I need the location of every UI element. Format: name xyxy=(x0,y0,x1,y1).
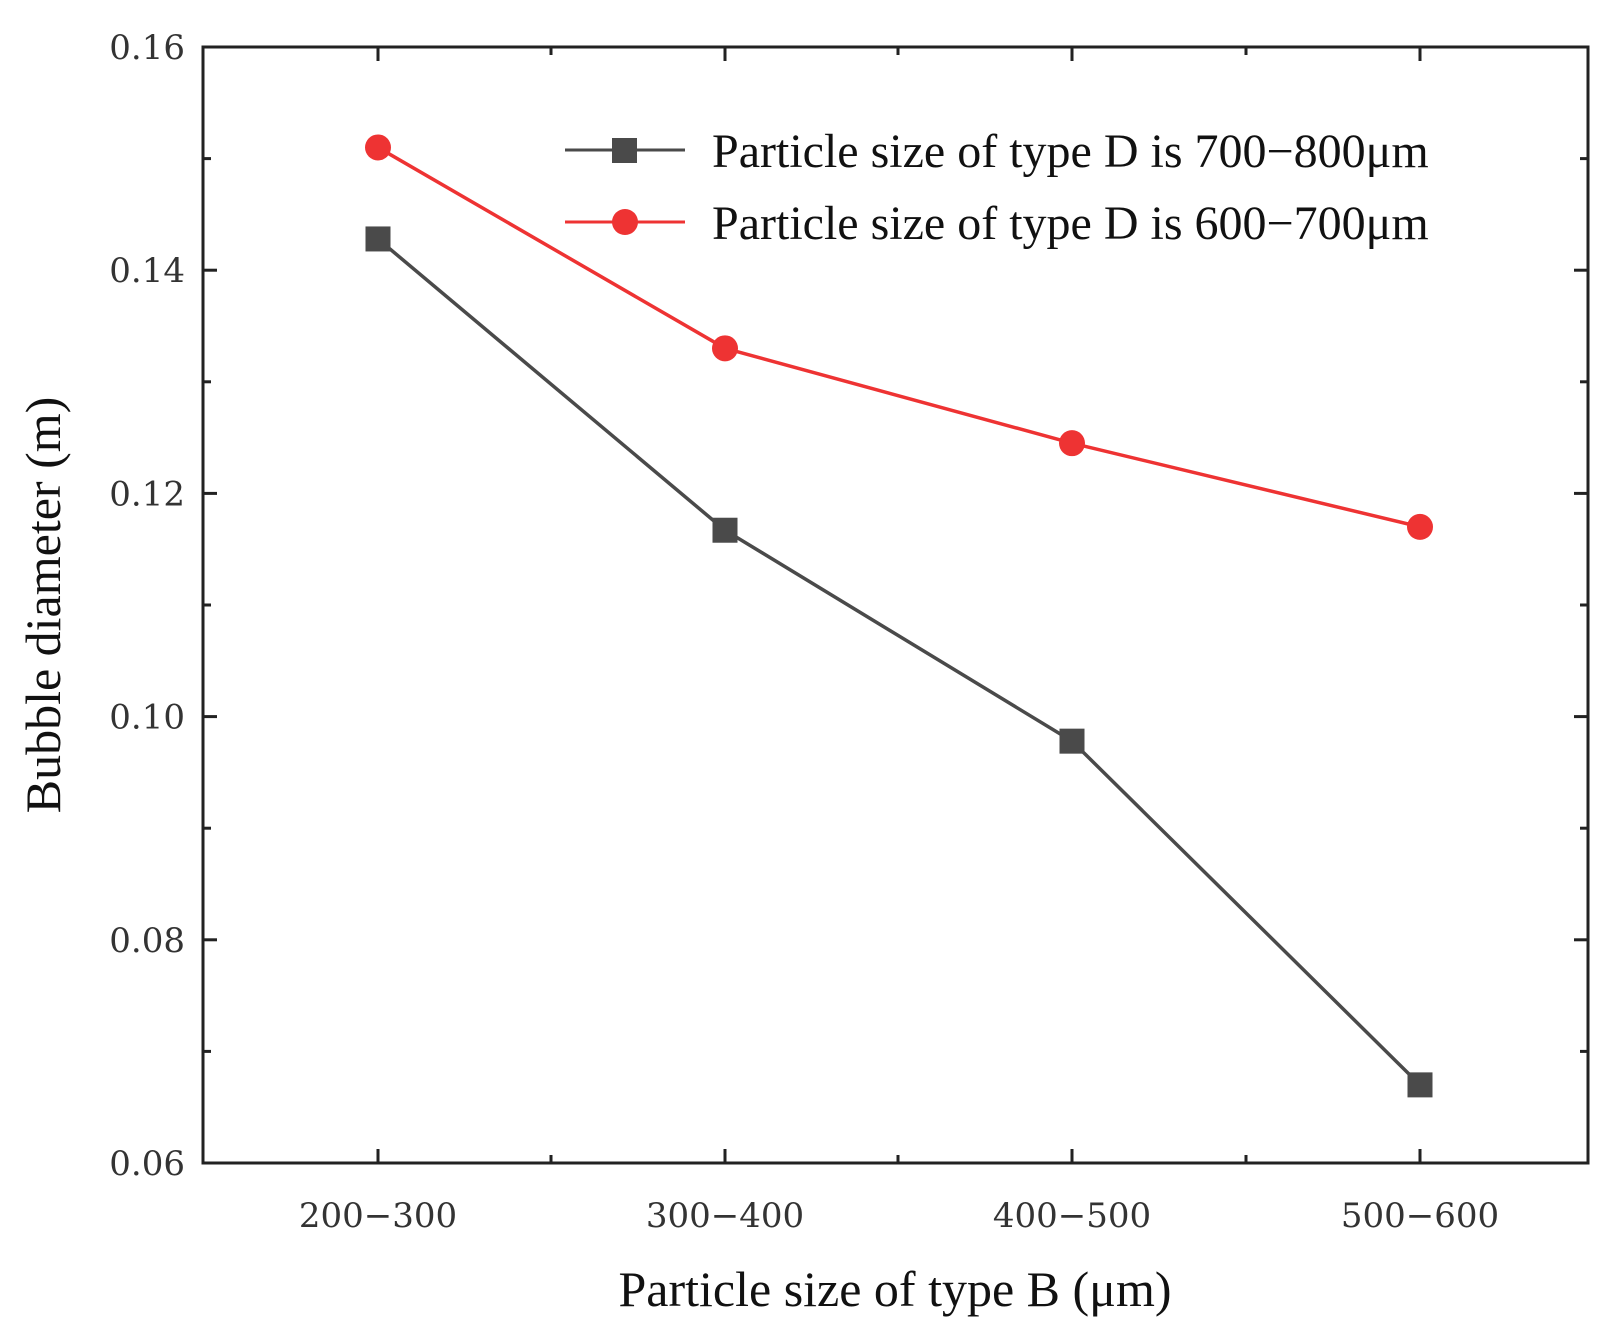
legend-marker-square xyxy=(612,138,637,163)
plot-frame xyxy=(201,45,1590,1165)
series-2-point-0 xyxy=(365,134,391,161)
series-2-point-3 xyxy=(1407,513,1433,540)
x-tick-label-0: 200−300 xyxy=(299,1196,457,1236)
series-1-point-2 xyxy=(1059,728,1085,754)
series-group xyxy=(365,134,1433,1098)
series-1-point-1 xyxy=(712,517,738,543)
legend-label-series-1: Particle size of type D is 700−800μm xyxy=(712,125,1429,178)
legend-label-series-2: Particle size of type D is 600−700μm xyxy=(712,197,1429,250)
y-tick-label-0: 0.06 xyxy=(109,1144,185,1184)
y-tick-label-4: 0.14 xyxy=(109,251,185,291)
x-tick-label-1: 300−400 xyxy=(646,1196,804,1236)
x-axis-label: Particle size of type B (μm) xyxy=(618,1261,1171,1317)
x-tick-label-3: 500−600 xyxy=(1341,1196,1499,1236)
y-tick-label-5: 0.16 xyxy=(109,28,185,68)
y-tick-label-1: 0.08 xyxy=(109,921,185,961)
series-1-point-3 xyxy=(1407,1072,1433,1098)
series-2-line xyxy=(377,145,1421,529)
series-1-point-0 xyxy=(365,226,391,252)
y-tick-label-2: 0.10 xyxy=(109,698,185,738)
x-tick-labels: 200−300 300−400 400−500 500−600 xyxy=(299,1196,1499,1236)
legend: Particle size of type D is 700−800μm Par… xyxy=(565,125,1429,250)
y-tick-labels: 0.06 0.08 0.10 0.12 0.14 0.16 xyxy=(109,28,185,1184)
x-tick-label-2: 400−500 xyxy=(993,1196,1151,1236)
series-2-point-2 xyxy=(1059,430,1085,457)
y-tick-label-3: 0.12 xyxy=(109,474,185,514)
series-2-point-1 xyxy=(712,335,738,362)
series-2 xyxy=(365,134,1433,540)
series-1-line xyxy=(376,237,1422,1087)
legend-marker-circle xyxy=(612,209,638,235)
y-axis-label: Bubble diameter (m) xyxy=(15,397,71,814)
series-1 xyxy=(365,226,1433,1098)
